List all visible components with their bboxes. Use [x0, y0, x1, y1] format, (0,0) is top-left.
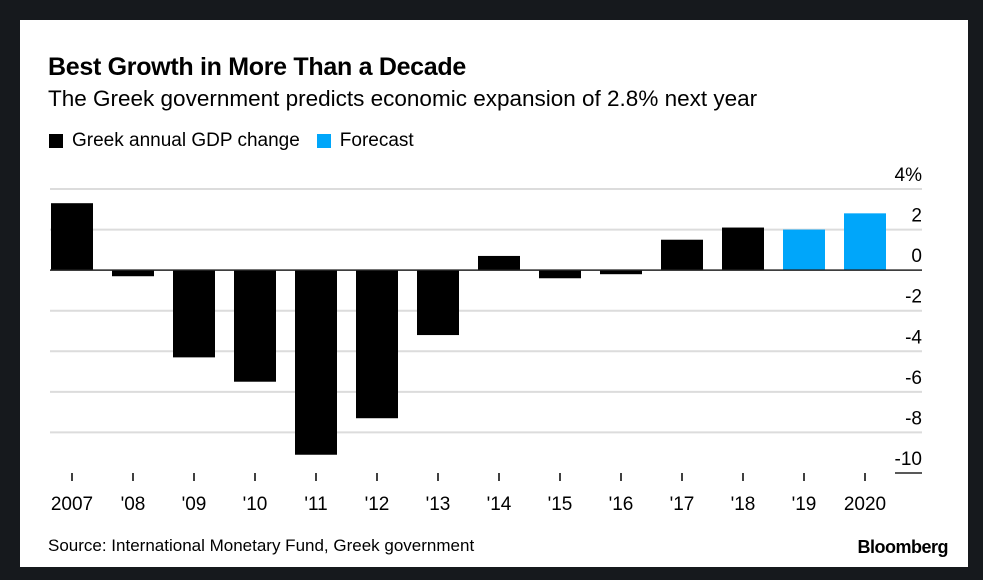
legend: Greek annual GDP change Forecast [49, 130, 431, 152]
bar-gdp-change [112, 270, 154, 277]
legend-swatch-gdp-change [49, 134, 63, 148]
bar-gdp-change [417, 270, 459, 336]
bar-gdp-change [234, 270, 276, 382]
x-tick-label: '14 [487, 494, 512, 515]
chart-title: Best Growth in More Than a Decade [48, 53, 466, 81]
bar-gdp-change [51, 203, 93, 271]
y-tick-label: -4 [905, 327, 922, 348]
legend-label-gdp-change: Greek annual GDP change [72, 130, 300, 151]
y-tick-label: -6 [905, 368, 922, 389]
x-tick-label: '09 [182, 494, 207, 515]
chart-subtitle: The Greek government predicts economic e… [48, 86, 758, 111]
bar-gdp-change [173, 270, 215, 358]
bar-gdp-change [356, 270, 398, 419]
x-tick-label: '15 [548, 494, 573, 515]
x-tick-label: '18 [731, 494, 756, 515]
legend-item-gdp-change: Greek annual GDP change [49, 130, 300, 152]
y-tick-label: 0 [911, 246, 922, 267]
source-note: Source: International Monetary Fund, Gre… [48, 536, 475, 555]
bar-gdp-change [722, 227, 764, 271]
bloomberg-logo: Bloomberg [857, 537, 948, 557]
y-tick-label: 2 [911, 206, 922, 227]
legend-label-forecast: Forecast [339, 130, 414, 151]
bar-gdp-change [539, 270, 581, 279]
x-tick-label: '12 [365, 494, 390, 515]
y-tick-label: -10 [895, 449, 922, 470]
x-tick-label: '17 [670, 494, 695, 515]
x-tick-label: '08 [121, 494, 146, 515]
x-tick-label: 2007 [51, 494, 93, 515]
bar-gdp-change [478, 255, 520, 271]
bar-gdp-change [295, 270, 337, 455]
bar-forecast [783, 229, 825, 271]
x-tick-label: '10 [243, 494, 268, 515]
bar-forecast [844, 213, 886, 271]
legend-item-forecast: Forecast [316, 130, 414, 152]
y-tick-label: -2 [905, 287, 922, 308]
y-tick-label: -8 [905, 408, 922, 429]
legend-swatch-forecast [316, 134, 331, 148]
y-tick-label: 4% [895, 165, 923, 186]
bar-gdp-change [661, 239, 703, 271]
bar-gdp-change [600, 270, 642, 275]
x-tick-label: '11 [304, 494, 327, 515]
x-tick-label: 2020 [844, 494, 886, 515]
x-tick-label: '19 [792, 494, 817, 515]
x-tick-label: '13 [426, 494, 451, 515]
x-tick-label: '16 [609, 494, 634, 515]
